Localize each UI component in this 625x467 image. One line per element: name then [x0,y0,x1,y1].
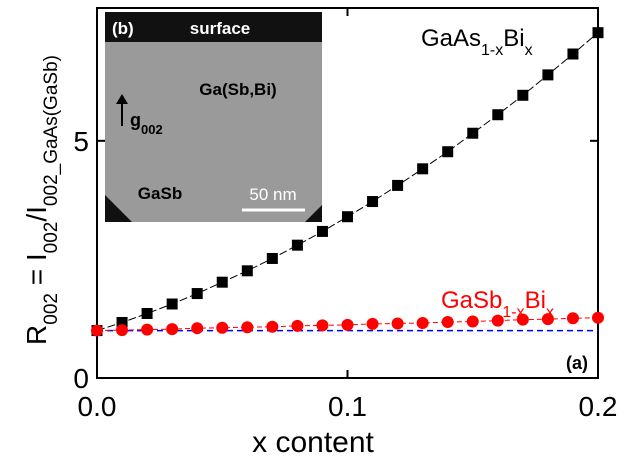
inset-substrate: GaSb [138,184,182,203]
y-axis-label: R002 = I002/I002_GaAs(GaSb) [21,55,62,345]
chart: (b) surface Ga(Sb,Bi) g002 GaSb 50 nm (a… [0,0,625,462]
marker [142,308,153,319]
inset-image: (b) surface Ga(Sb,Bi) g002 GaSb 50 nm [105,12,322,222]
x-tick-label: 0.1 [328,391,367,422]
text-segment: Bi [503,25,524,52]
marker [567,49,578,60]
marker [141,324,153,336]
inset-surface: surface [190,19,250,38]
panel-label: (a) [566,353,588,373]
marker [442,146,453,157]
marker [593,27,604,38]
marker [517,90,528,101]
marker [217,277,228,288]
marker [216,322,228,334]
text-segment: = I [21,253,52,293]
marker [342,211,353,222]
marker [392,180,403,191]
marker [191,322,203,334]
marker [267,253,278,264]
text-segment: 002 [41,293,62,325]
marker [242,265,253,276]
text-segment: 002 [41,222,62,254]
x-tick-label: 0.0 [78,391,117,422]
marker [316,319,328,331]
marker [467,128,478,139]
text-segment: x [546,304,554,321]
text-segment: /I [21,206,52,222]
marker [192,288,203,299]
text-segment: Bi [525,287,546,314]
marker [317,226,328,237]
text-segment: 1-x [502,304,524,321]
marker [592,312,604,324]
marker [542,69,553,80]
y-tick-label: 5 [73,126,89,157]
marker [367,318,379,330]
marker [567,312,579,324]
text-segment: GaSb [441,287,502,314]
marker [392,317,404,329]
inset-panel-label: (b) [112,19,134,38]
marker [166,323,178,335]
marker [417,163,428,174]
text-segment: GaAs [421,25,481,52]
y-tick-label: 0 [73,363,89,394]
inset-layer: Ga(Sb,Bi) [199,80,276,99]
marker [241,321,253,333]
text-segment: 002 [141,122,163,137]
marker [91,325,103,337]
text-segment: 002_GaAs(GaSb) [41,55,62,206]
marker [266,321,278,333]
marker [367,196,378,207]
x-axis-label: x content [252,426,374,459]
x-tick-label: 0.2 [579,391,618,422]
legend-label: GaAs1-xBix [421,25,533,59]
marker [116,324,128,336]
text-segment: x [525,42,533,59]
marker [291,320,303,332]
marker [167,299,178,310]
inset-scale-label: 50 nm [249,185,296,204]
marker [292,240,303,251]
marker [492,109,503,120]
marker [442,316,454,328]
text-segment: 1-x [481,42,503,59]
text-segment: R [21,325,52,345]
marker [467,316,479,328]
marker [342,319,354,331]
marker [417,317,429,329]
text-segment: g [130,110,141,130]
